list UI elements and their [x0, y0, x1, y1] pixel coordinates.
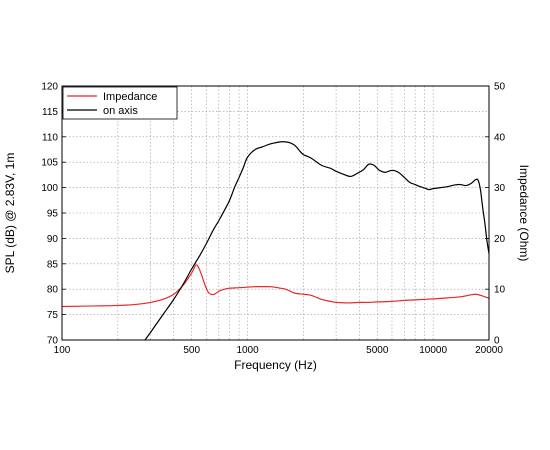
x-tick-label: 20000 [475, 345, 503, 356]
y-left-tick-label: 100 [41, 183, 58, 194]
y-right-tick-label: 30 [494, 183, 506, 194]
y-left-tick-label: 110 [42, 132, 58, 143]
x-tick-label: 10000 [419, 345, 447, 356]
y-left-tick-label: 105 [41, 158, 58, 169]
y-left-tick-label: 80 [47, 285, 59, 296]
on-axis-spl-curve [144, 141, 490, 341]
legend: Impedance on axis [62, 86, 178, 120]
y-right-tick-label: 40 [494, 132, 506, 143]
y-right-tick-label: 50 [494, 82, 506, 93]
x-tick-label: 100 [54, 345, 71, 356]
series-layer [61, 141, 490, 341]
y-left-tick-label: 70 [47, 336, 59, 347]
y-right-tick-label: 20 [494, 234, 506, 245]
y-right-tick-label: 10 [494, 285, 506, 296]
x-tick-label: 1000 [236, 345, 259, 356]
y-left-tick-label: 85 [47, 259, 59, 270]
y-right-axis-title: Impedance (Ohm) [517, 165, 531, 262]
grid-lines [62, 86, 489, 340]
y-left-tick-label: 95 [47, 209, 59, 220]
impedance-curve [61, 264, 490, 308]
legend-box [62, 86, 178, 120]
legend-label-impedance: Impedance [103, 91, 157, 103]
x-tick-label: 5000 [366, 345, 389, 356]
y-left-axis-title: SPL (dB) @ 2.83V, 1m [3, 153, 17, 274]
y-left-tick-label: 115 [42, 107, 58, 118]
x-axis-title: Frequency (Hz) [234, 358, 317, 372]
legend-label-on-axis: on axis [103, 105, 138, 117]
y-left-tick-label: 120 [41, 82, 58, 93]
y-right-tick-label: 0 [494, 336, 500, 347]
y-left-tick-label: 75 [47, 310, 59, 321]
y-left-tick-label: 90 [47, 234, 59, 245]
tick-labels: 100 500 1000 5000 10000 200007075808590951001… [41, 82, 505, 357]
x-tick-label: 500 [183, 345, 200, 356]
